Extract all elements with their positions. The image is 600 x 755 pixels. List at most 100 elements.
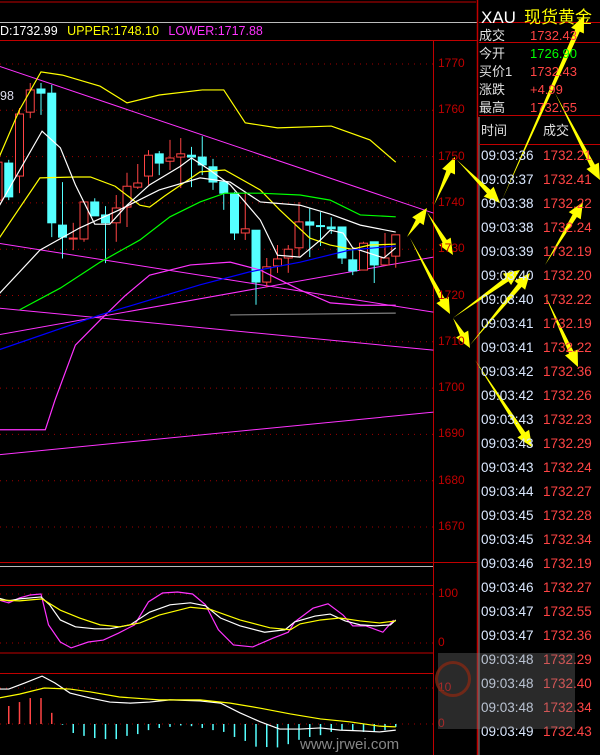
candlesticks [0,82,401,305]
legend-mid: D:1732.99 [0,24,58,38]
candle-down [326,226,336,230]
lower-band-line [0,261,396,431]
mid-band-line [0,169,396,250]
candle-down [36,88,46,94]
candle-up [391,234,401,257]
trade-row: 09:03:40 1732.20 [479,265,600,287]
trade-time: 09:03:45 [481,508,534,523]
trade-price: 1732.19 [543,556,592,571]
arrow-icon [410,238,450,314]
trade-row: 09:03:37 1732.41 [479,169,600,191]
kdj-line [0,596,397,633]
trade-time: 09:03:40 [481,292,534,307]
candle-down [154,153,164,164]
trade-row: 09:03:49 1732.43 [479,721,600,743]
trade-price: 1732.55 [543,604,592,619]
axis-tick-label: 1730 [438,241,465,256]
trade-row: 09:03:48 1732.29 [479,649,600,671]
candle-up [283,248,293,259]
quote-row: 今开 1726.90 [479,45,600,63]
axis-tick-label: 100 [438,586,459,600]
quote-value: 1726.90 [530,46,577,61]
candle-down [316,225,325,228]
trade-row: 09:03:43 1732.24 [479,457,600,479]
trade-price: 1732.23 [543,412,592,427]
upper-band-line [0,71,397,163]
trade-row: 09:03:36 1732.21 [479,145,600,167]
trade-row: 09:03:46 1732.19 [479,553,600,575]
trade-price: 1732.34 [543,532,592,547]
quote-row: 最高 1732.55 [479,99,600,117]
candle-down [348,259,358,272]
axis-tick-label: 1740 [438,194,465,209]
trade-time: 09:03:47 [481,604,534,619]
trade-price: 1732.36 [543,364,592,379]
arrow-icon [475,360,532,447]
trade-time: 09:03:48 [481,676,534,691]
quote-label: 买价1 [479,64,513,79]
quote-value: +4.99 [530,82,563,97]
trendline [0,66,434,214]
trade-time: 09:03:47 [481,628,534,643]
arrow-icon [555,93,600,180]
trade-price: 1732.40 [543,676,592,691]
trade-price: 1732.19 [543,244,592,259]
trade-time: 09:03:39 [481,244,534,259]
quote-value: 1732.43 [530,28,577,43]
trade-time: 09:03:46 [481,580,534,595]
trade-price: 1732.26 [543,388,592,403]
axis-tick-label: 1770 [438,56,465,70]
moving-average-line [230,312,396,316]
moving-average-line [0,177,396,294]
candle-up [144,154,153,177]
candle-up [0,161,3,201]
trendline [0,307,434,351]
trade-price: 1732.28 [543,508,592,523]
legend-fragment: 98 [0,89,14,103]
candle-down [219,181,229,194]
candle-down [187,154,196,158]
arrow-icon [545,202,583,265]
candle-down [230,192,239,234]
axis-tick-label: 0 [438,716,445,730]
candle-down [337,226,347,259]
trade-price: 1732.24 [543,460,592,475]
trade-row: 09:03:43 1732.23 [479,409,600,431]
legend-lower: LOWER:1717.88 [168,24,263,38]
symbol: XAU [481,8,516,27]
trade-row: 09:03:45 1732.34 [479,529,600,551]
arrow-icon [434,157,455,205]
arrow-icon [457,160,500,203]
trade-row: 09:03:41 1732.22 [479,337,600,359]
trade-time: 09:03:42 [481,388,534,403]
trade-price: 1732.19 [543,316,592,331]
trade-price: 1732.24 [543,220,592,235]
trade-row: 09:03:44 1732.27 [479,481,600,503]
candle-down [251,229,261,283]
axis-tick-label: 1700 [438,380,465,395]
candle-up [273,258,282,267]
trade-row: 09:03:39 1732.19 [479,241,600,263]
trade-row: 09:03:42 1732.36 [479,361,600,383]
trade-time: 09:03:43 [481,436,534,451]
candle-up [25,89,35,113]
trade-row: 09:03:47 1732.55 [479,601,600,623]
trade-row: 09:03:48 1732.34 [479,697,600,719]
axis-tick-label: 0 [438,635,445,649]
trade-price: 1732.21 [543,148,592,163]
trade-time: 09:03:40 [481,268,534,283]
quote-row: 成交 1732.43 [479,27,600,45]
trade-row: 09:03:47 1732.36 [479,625,600,647]
trade-time: 09:03:38 [481,196,534,211]
trade-price: 1732.20 [543,268,592,283]
macd-line [0,687,396,728]
grid-lines [0,63,433,725]
moving-average-line [19,192,396,311]
kdj-line [0,591,395,649]
arrow-icon [545,295,578,367]
time-header: 时间 [481,123,508,138]
candle-down [305,221,315,226]
trade-time: 09:03:41 [481,316,534,331]
candle-up [111,207,121,224]
